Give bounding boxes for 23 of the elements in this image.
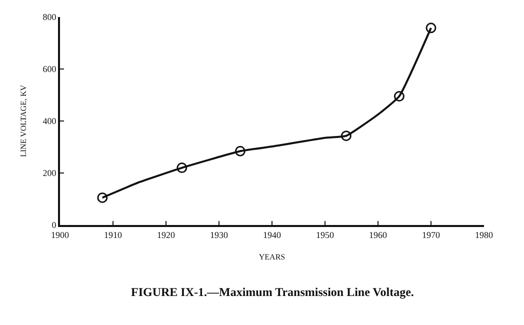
x-tick-label: 1960 xyxy=(369,230,388,240)
y-tick-label: 200 xyxy=(42,168,57,178)
x-tick-label: 1920 xyxy=(157,230,176,240)
x-tick-label: 1970 xyxy=(422,230,440,240)
x-tick-label: 1930 xyxy=(210,230,228,240)
x-tick-label: 1980 xyxy=(475,230,494,240)
x-axis-title: YEARS xyxy=(258,252,286,262)
text: FIGURE IX-1.—Maximum Transmission Line Voltage. xyxy=(131,285,414,299)
x-tick-label: 1900 xyxy=(51,230,70,240)
point xyxy=(234,146,246,156)
y-tick-label: 800 xyxy=(42,12,57,22)
y-axis-title: LINE VOLTAGE, KV xyxy=(18,84,28,158)
x-tick-label: 1910 xyxy=(104,230,122,240)
point xyxy=(176,162,188,174)
y-tick-label: 600 xyxy=(42,64,57,74)
point xyxy=(426,22,436,34)
point xyxy=(97,192,108,203)
point xyxy=(340,130,352,142)
x-tick-label: 1950 xyxy=(316,230,334,240)
y-tick-label: 0 xyxy=(52,220,57,230)
x-tick-label: 1940 xyxy=(263,230,282,240)
y-tick-label: 400 xyxy=(42,116,57,126)
point xyxy=(394,91,404,102)
